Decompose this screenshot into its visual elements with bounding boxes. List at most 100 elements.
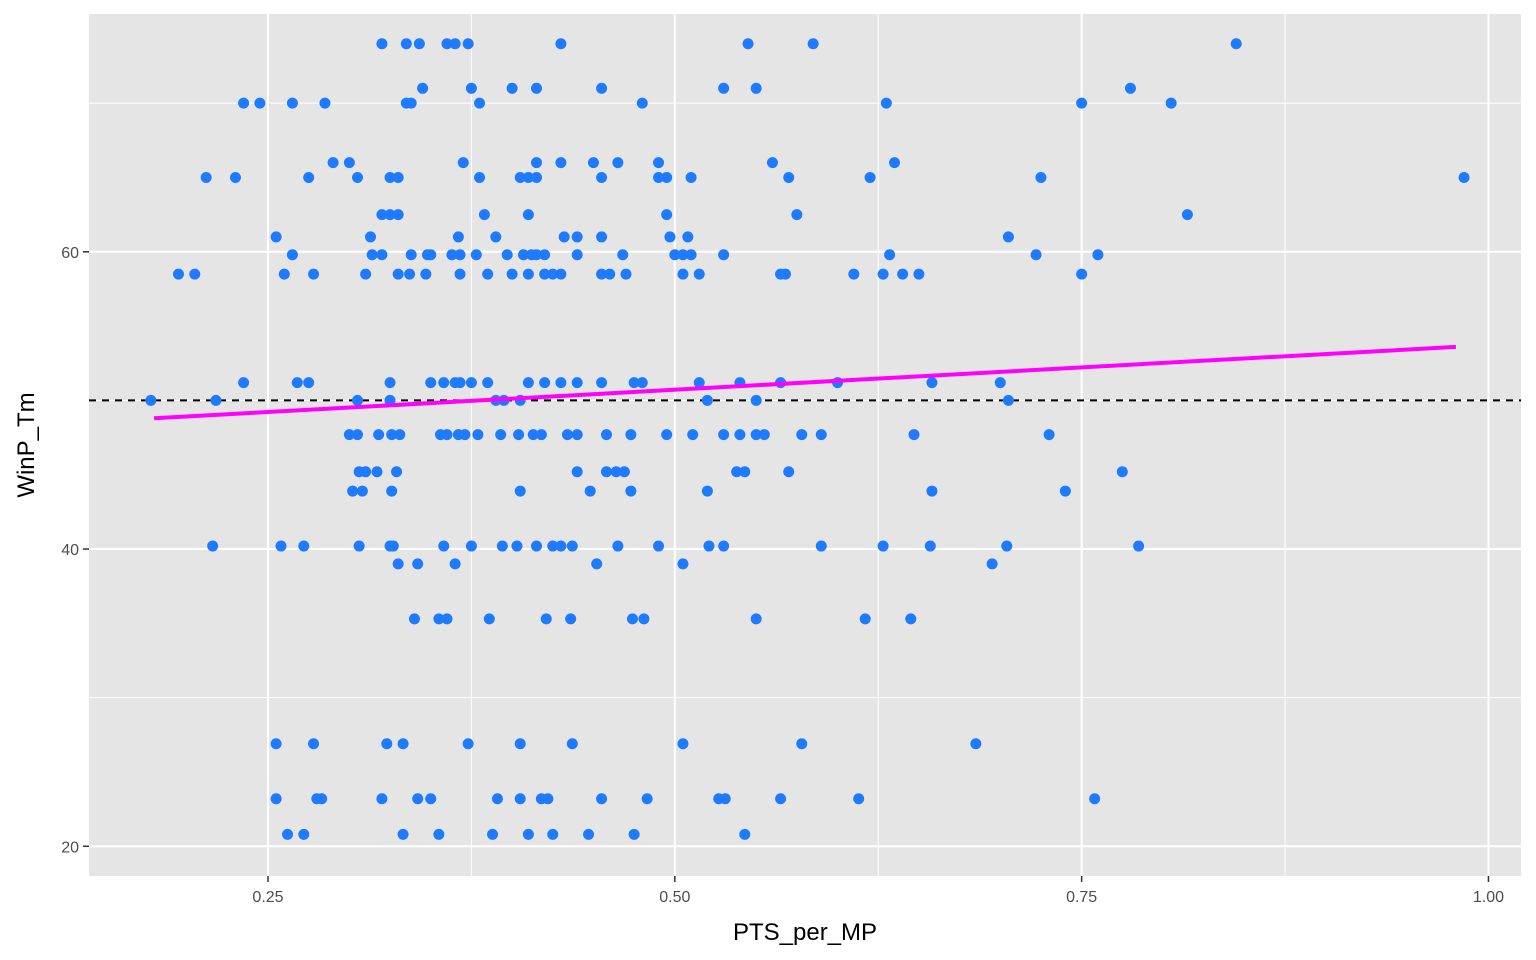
y-axis-title: WinP_Tm (13, 392, 40, 497)
scatter-point (189, 268, 201, 280)
scatter-point (596, 268, 608, 280)
scatter-point (791, 209, 803, 221)
scatter-point (739, 466, 751, 478)
scatter-point (565, 613, 577, 625)
scatter-point (420, 268, 432, 280)
scatter-point (750, 82, 762, 94)
scatter-point (926, 377, 938, 389)
scatter-point (392, 558, 404, 570)
scatter-point (1165, 97, 1177, 109)
scatter-point (352, 171, 363, 183)
scatter-point (327, 157, 339, 169)
scatter-point (425, 793, 437, 805)
scatter-point (638, 613, 650, 625)
scatter-point (1124, 82, 1136, 94)
scatter-point (506, 82, 518, 94)
scatter-point (783, 466, 795, 478)
scatter-point (618, 466, 630, 478)
scatter-point (880, 97, 892, 109)
scatter-point (417, 82, 429, 94)
scatter-point (496, 540, 508, 552)
scatter-point (392, 209, 404, 221)
scatter-point (653, 540, 665, 552)
scatter-point (365, 231, 377, 243)
scatter-point (661, 171, 673, 183)
scatter-point (661, 209, 673, 221)
scatter-point (408, 613, 420, 625)
scatter-point (766, 157, 778, 169)
scatter-point (653, 171, 665, 183)
scatter-point (555, 157, 567, 169)
scatter-point (859, 613, 871, 625)
scatter-point (742, 38, 754, 50)
scatter-point (483, 613, 495, 625)
scatter-point (796, 429, 808, 441)
scatter-point (1133, 540, 1145, 552)
scatter-point (343, 429, 355, 441)
scatter-point (491, 793, 503, 805)
scatter-point (796, 738, 808, 750)
y-tick-label: 60 (61, 245, 79, 262)
scatter-point (462, 738, 474, 750)
scatter-point (392, 171, 404, 183)
scatter-point (1076, 268, 1088, 280)
scatter-point (254, 97, 266, 109)
scatter-point (356, 485, 368, 497)
scatter-point (449, 558, 461, 570)
scatter-point (555, 268, 567, 280)
scatter-point (561, 429, 573, 441)
x-tick-label: 0.75 (1066, 889, 1097, 906)
scatter-point (384, 209, 396, 221)
scatter-point (412, 558, 424, 570)
scatter-point (1076, 97, 1088, 109)
scatter-point (1035, 171, 1047, 183)
scatter-point (173, 268, 184, 280)
scatter-point (905, 613, 917, 625)
scatter-point (558, 231, 570, 243)
scatter-point (454, 268, 466, 280)
x-tick-label: 1.00 (1473, 889, 1504, 906)
scatter-point (815, 540, 827, 552)
x-tick-label: 0.25 (252, 889, 283, 906)
scatter-point (360, 466, 372, 478)
scatter-point (465, 377, 477, 389)
scatter-point (303, 377, 315, 389)
scatter-point (889, 157, 900, 169)
scatter-point (1002, 231, 1014, 243)
scatter-point (610, 466, 622, 478)
scatter-point (677, 249, 689, 261)
scatter-point (376, 793, 388, 805)
scatter-point (661, 429, 673, 441)
scatter-point (584, 485, 596, 497)
scatter-point (270, 793, 282, 805)
scatter-point (238, 377, 250, 389)
scatter-point (685, 171, 697, 183)
scatter-point (308, 268, 320, 280)
scatter-point (517, 249, 529, 261)
scatter-point (343, 157, 355, 169)
scatter-point (884, 249, 896, 261)
scatter-point (275, 540, 287, 552)
scatter-point (441, 613, 453, 625)
scatter-point (446, 249, 458, 261)
scatter-point (1092, 249, 1104, 261)
scatter-point (864, 171, 876, 183)
scatter-point (596, 377, 608, 389)
scatter-point (514, 738, 526, 750)
trend-line (153, 344, 1457, 421)
y-axis-ticks: 20 40 60 (61, 245, 89, 856)
scatter-point (470, 249, 482, 261)
scatter-point (628, 377, 640, 389)
scatter-point (394, 429, 406, 441)
scatter-point (405, 97, 417, 109)
scatter-point (719, 793, 731, 805)
scatter-point (397, 738, 409, 750)
scatter-point (908, 429, 920, 441)
scatter-point (531, 82, 542, 94)
scatter-point (539, 377, 551, 389)
scatter-point (591, 558, 603, 570)
scatter-point (490, 231, 502, 243)
scatter-point (522, 828, 534, 840)
scatter-point (547, 540, 559, 552)
scatter-point (604, 268, 616, 280)
